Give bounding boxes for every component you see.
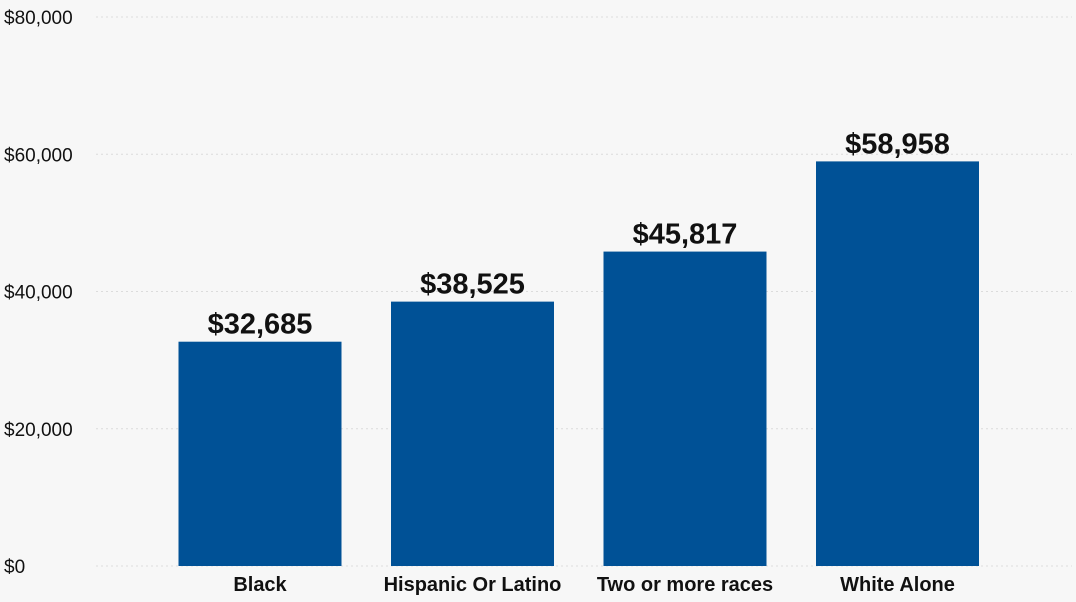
y-tick-label: $40,000 (4, 283, 73, 304)
x-category-label: White Alone (840, 574, 955, 596)
x-category-label: Hispanic Or Latino (384, 574, 562, 596)
y-tick-label: $20,000 (4, 420, 73, 441)
y-tick-label: $0 (4, 557, 25, 578)
y-tick-label: $80,000 (4, 8, 73, 29)
bar (603, 251, 767, 566)
bar-value-label: $58,958 (845, 128, 950, 160)
bars (178, 161, 979, 566)
x-category-label: Two or more races (597, 574, 773, 596)
bar-value-label: $45,817 (633, 219, 738, 251)
bar-value-label: $32,685 (208, 309, 313, 341)
bar (178, 341, 342, 566)
x-axis-categories: Black Hispanic Or Latino Two or more races… (233, 574, 955, 596)
y-axis-ticks: $0 $20,000 $40,000 $60,000 $80,000 (4, 8, 73, 578)
bar (816, 161, 979, 566)
data-labels: $32,685 $38,525 $45,817 $58,958 (208, 128, 950, 340)
bar (391, 301, 554, 566)
bar-value-label: $38,525 (420, 269, 525, 301)
x-category-label: Black (233, 574, 287, 596)
y-tick-label: $60,000 (4, 145, 73, 166)
